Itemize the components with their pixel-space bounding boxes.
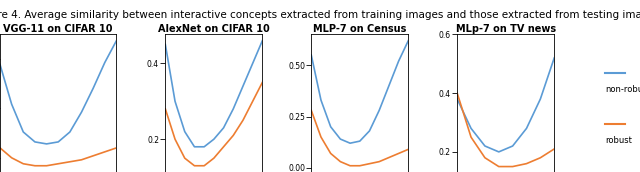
Text: robust: robust: [605, 136, 632, 145]
Text: non-robust: non-robust: [605, 85, 640, 94]
Title: MLP-7 on Census: MLP-7 on Census: [313, 24, 406, 34]
Title: AlexNet on CIFAR 10: AlexNet on CIFAR 10: [158, 24, 269, 34]
Title: MLp-7 on TV news: MLp-7 on TV news: [456, 24, 556, 34]
Text: Figure 4. Average similarity between interactive concepts extracted from trainin: Figure 4. Average similarity between int…: [0, 10, 640, 20]
Title: VGG-11 on CIFAR 10: VGG-11 on CIFAR 10: [3, 24, 113, 34]
